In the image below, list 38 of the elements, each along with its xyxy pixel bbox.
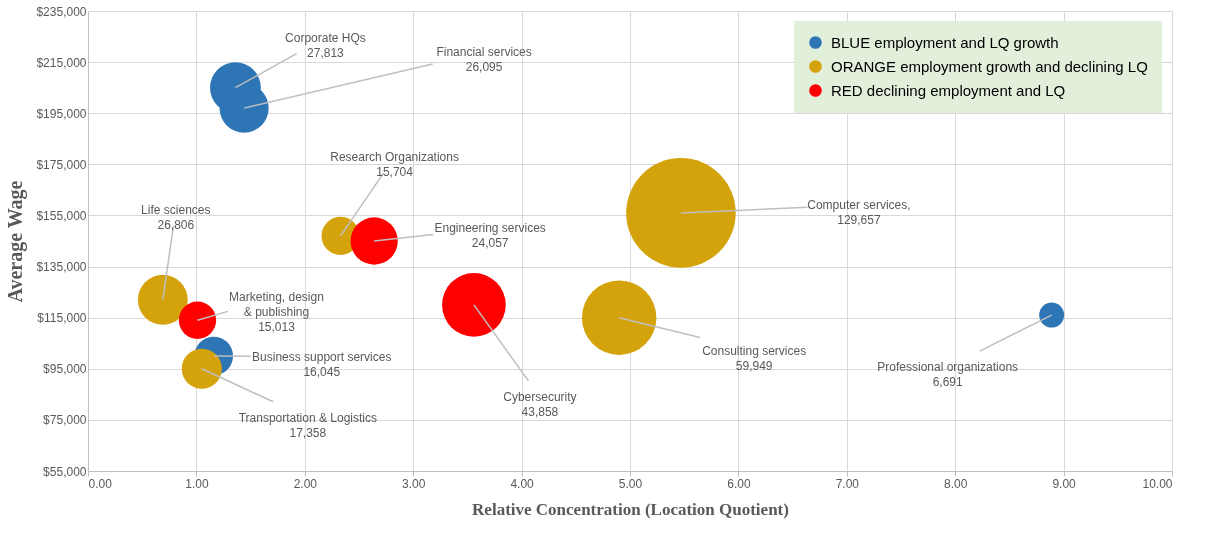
annotation: Consulting services 59,949 bbox=[702, 343, 807, 373]
annotation: Computer services, 129,657 bbox=[807, 197, 911, 227]
y-tick-label: $175,000 bbox=[36, 157, 87, 172]
x-tick-label: 1.00 bbox=[185, 476, 209, 491]
x-tick-label: 8.00 bbox=[944, 476, 968, 491]
x-tick-label: 6.00 bbox=[727, 476, 751, 491]
y-tick-label: $55,000 bbox=[43, 464, 87, 479]
x-axis-title: Relative Concentration (Location Quotient) bbox=[472, 499, 789, 519]
y-tick-label: $135,000 bbox=[36, 260, 87, 275]
x-tick-label: 2.00 bbox=[293, 476, 318, 491]
annotation: Research Organizations 15,704 bbox=[330, 149, 459, 179]
y-tick-label: $115,000 bbox=[37, 311, 87, 326]
x-tick-label: 4.00 bbox=[510, 476, 535, 491]
x-tick-label: 9.00 bbox=[1052, 476, 1077, 491]
y-tick-label: $155,000 bbox=[36, 208, 87, 223]
legend-label: BLUE employment and LQ growth bbox=[831, 33, 1059, 51]
annotation: Life sciences 26,806 bbox=[141, 202, 211, 232]
annotation: Engineering services 24,057 bbox=[434, 221, 546, 250]
legend-label: ORANGE employment growth and declining LQ bbox=[831, 57, 1148, 75]
annotation: Financial services 26,095 bbox=[436, 45, 532, 75]
x-tick-label: 0.00 bbox=[88, 476, 113, 491]
y-tick-label: $75,000 bbox=[43, 413, 87, 428]
y-tick-label: $95,000 bbox=[43, 362, 87, 377]
x-tick-label: 5.00 bbox=[618, 476, 643, 491]
annotation: Marketing, design & publishing 15,013 bbox=[229, 290, 324, 335]
legend-label: RED declining employment and LQ bbox=[831, 81, 1066, 99]
x-tick-label: 10.00 bbox=[1142, 476, 1173, 491]
y-tick-label: $195,000 bbox=[36, 106, 87, 121]
x-tick-label: 3.00 bbox=[402, 476, 426, 491]
annotation: Professional organizations 6,691 bbox=[877, 360, 1019, 390]
annotation: Cybersecurity 43,858 bbox=[503, 389, 577, 419]
x-tick-label: 7.00 bbox=[835, 476, 860, 491]
annotation: Corporate HQs 27,813 bbox=[285, 30, 366, 60]
annotation: Business support services 16,045 bbox=[252, 350, 392, 379]
y-tick-label: $235,000 bbox=[36, 4, 87, 19]
annotation: Transportation & Logistics 17,358 bbox=[238, 410, 377, 440]
y-tick-label: $215,000 bbox=[36, 55, 87, 70]
y-axis-title: Average Wage bbox=[4, 180, 28, 303]
